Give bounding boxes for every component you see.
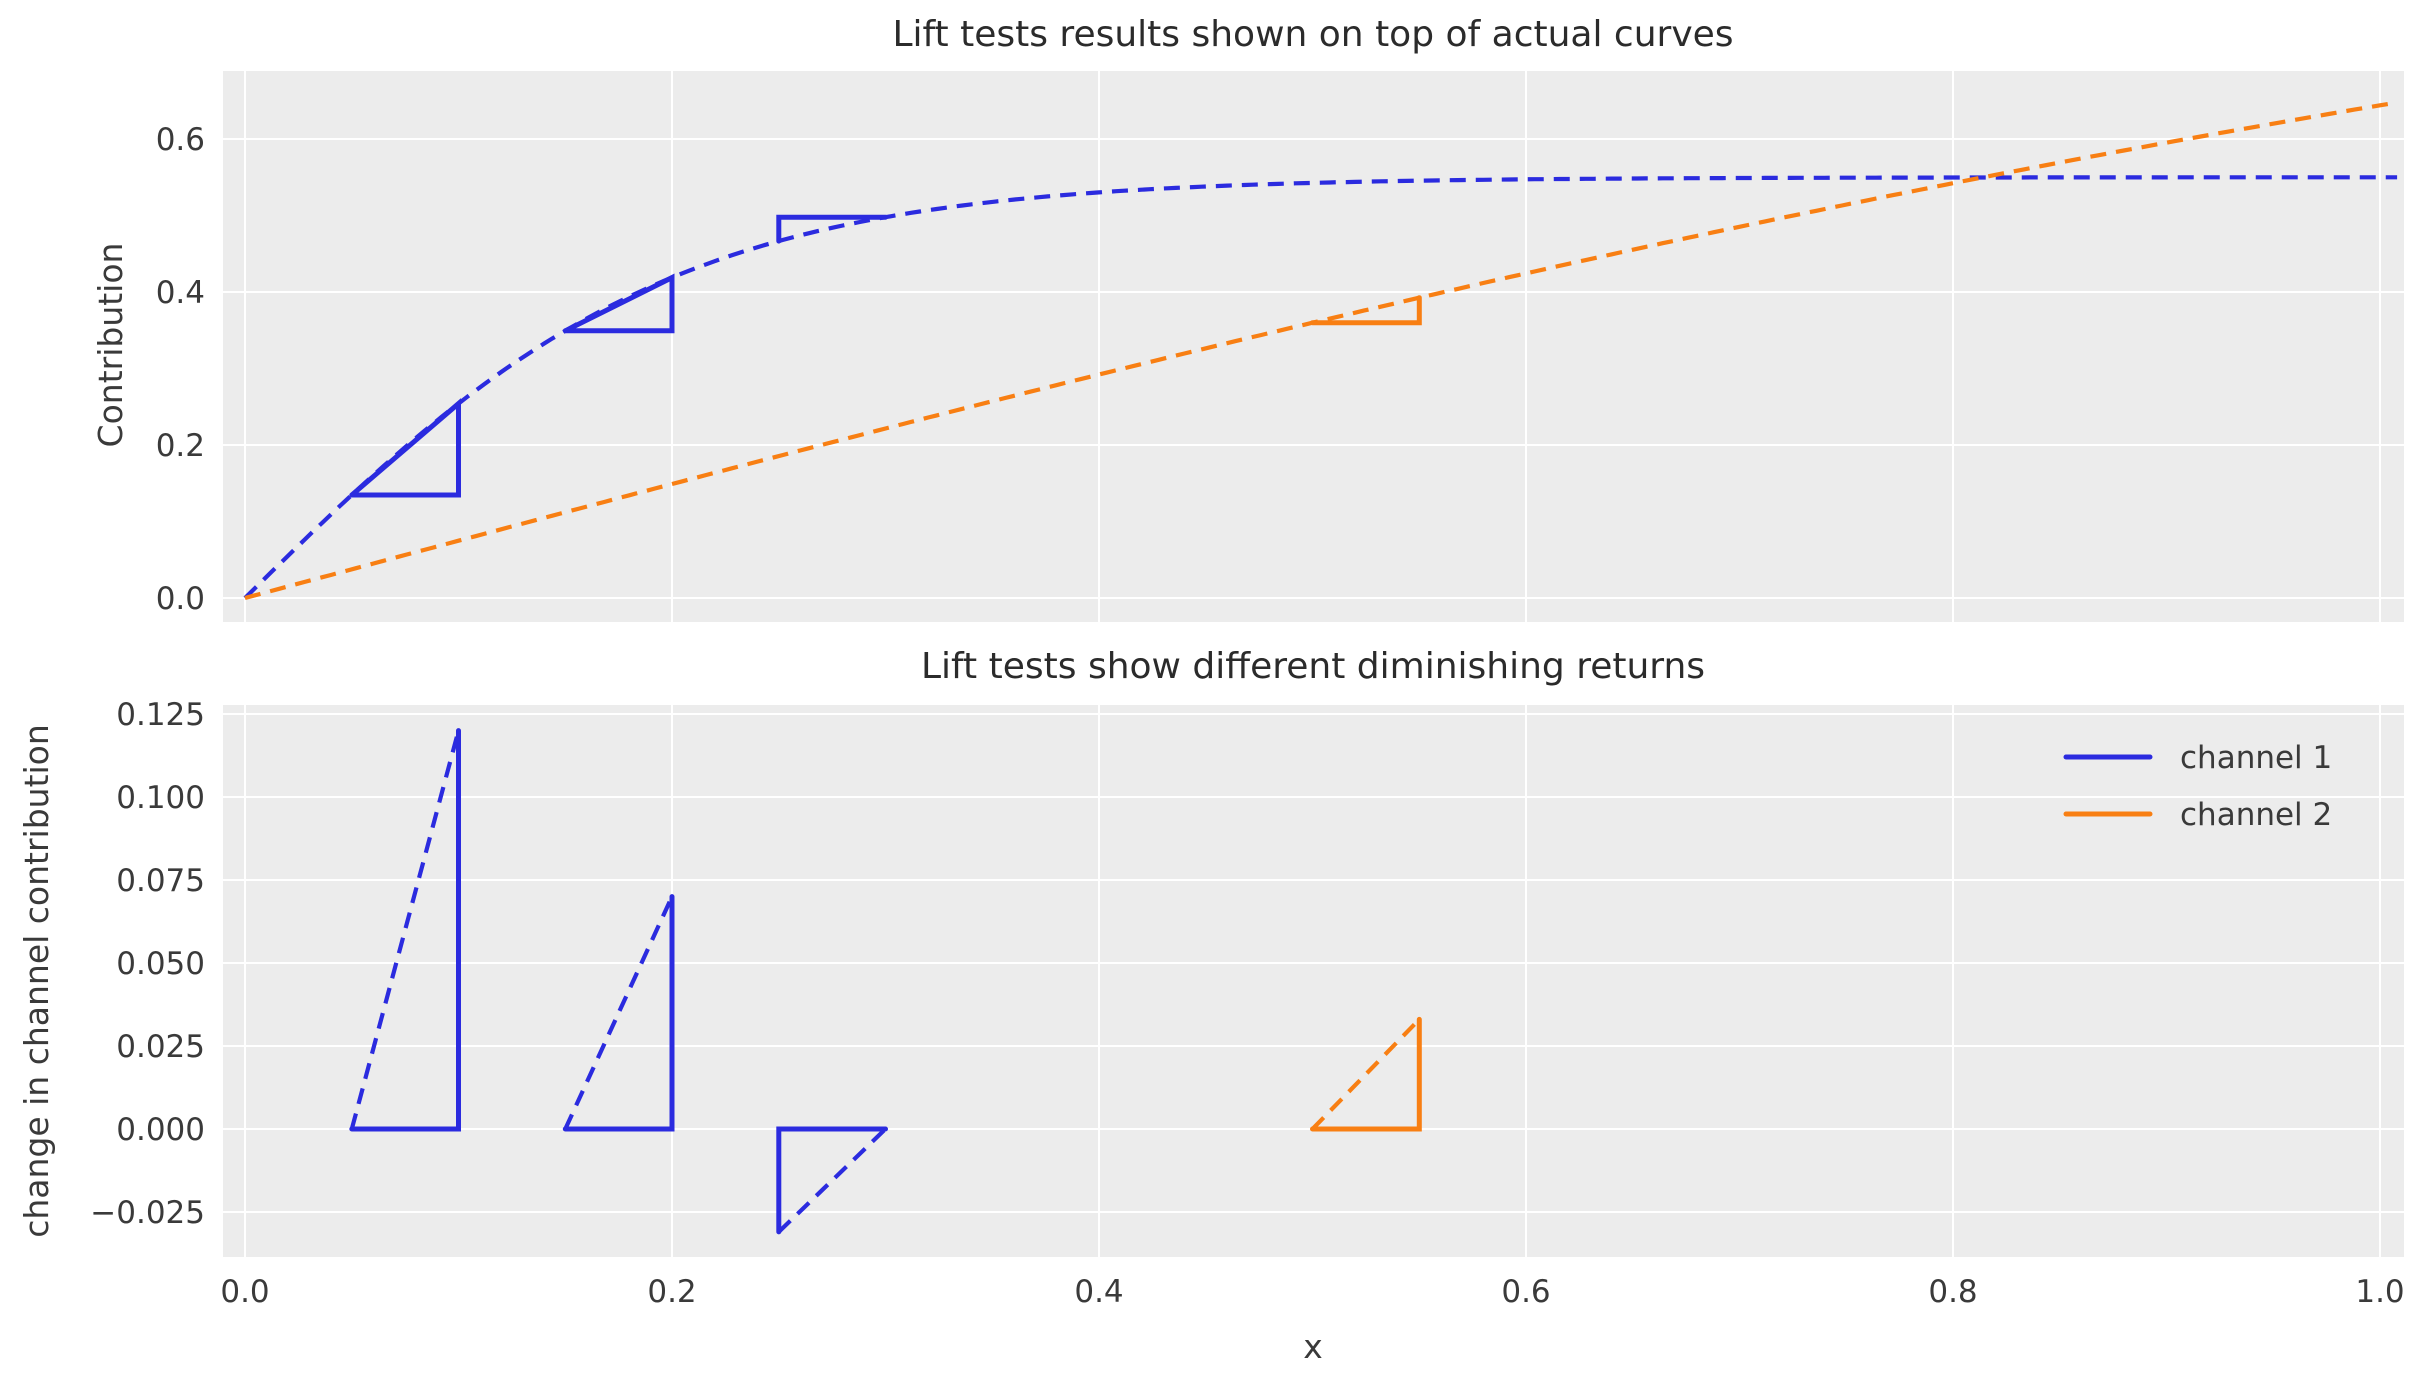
top-plot-title: Lift tests results shown on top of actua…	[892, 14, 1733, 55]
svg-text:0.000: 0.000	[116, 1112, 205, 1148]
bottom-axes-lift-tests	[349, 728, 1422, 1235]
legend: channel 1 channel 2	[2063, 740, 2332, 833]
bottom-axes-background	[223, 705, 2404, 1257]
svg-text:1.0: 1.0	[2355, 1274, 2404, 1310]
svg-text:0.100: 0.100	[116, 780, 205, 816]
svg-text:0.6: 0.6	[156, 122, 205, 158]
x-tick-labels: 0.0 0.2 0.4 0.6 0.8 1.0	[220, 1274, 2404, 1310]
bottom-lift-triangle-legs	[562, 894, 675, 1132]
legend-label: channel 1	[2180, 740, 2332, 776]
bottom-y-axis-label: change in channel contribution	[17, 724, 56, 1238]
channel-2-curve	[244, 100, 2398, 601]
top-axes-lift-tests	[349, 214, 1422, 498]
svg-text:0.125: 0.125	[116, 697, 205, 733]
top-lift-test-triangle	[562, 273, 675, 334]
top-axes-background	[223, 71, 2404, 622]
top-axes-grid	[223, 71, 2404, 622]
svg-text:0.4: 0.4	[156, 275, 205, 311]
top-lift-test-triangle	[1310, 295, 1422, 326]
svg-text:0.2: 0.2	[647, 1274, 696, 1310]
x-axis-label: x	[1303, 1327, 1323, 1366]
svg-text:0.8: 0.8	[1928, 1274, 1977, 1310]
top-lift-test-triangle	[349, 398, 461, 498]
bottom-lift-triangle-legs	[349, 728, 461, 1132]
svg-text:0.4: 0.4	[1074, 1274, 1123, 1310]
svg-text:0.6: 0.6	[1501, 1274, 1550, 1310]
svg-text:0.025: 0.025	[116, 1029, 205, 1065]
top-y-axis-label: Contribution	[91, 243, 130, 448]
top-lift-test-triangle	[776, 214, 888, 244]
svg-text:0.075: 0.075	[116, 863, 205, 899]
channel-1-curve	[243, 175, 2398, 600]
legend-entry: channel 1	[2063, 740, 2332, 776]
bottom-lift-triangle-legs	[776, 1126, 888, 1235]
bottom-plot-title: Lift tests show different diminishing re…	[921, 646, 1705, 687]
bottom-lift-triangle-legs	[1310, 1016, 1422, 1132]
svg-text:0.0: 0.0	[156, 581, 205, 617]
bottom-lift-triangle-hypotenuse	[563, 895, 674, 1130]
svg-text:0.2: 0.2	[156, 428, 205, 464]
svg-text:0.050: 0.050	[116, 946, 205, 982]
top-axes-curves	[243, 100, 2398, 601]
bottom-y-tick-labels: −0.025 0.000 0.025 0.050 0.075 0.100 0.125	[90, 697, 205, 1231]
legend-label: channel 2	[2180, 797, 2332, 833]
svg-text:0.0: 0.0	[220, 1274, 269, 1310]
legend-entry: channel 2	[2063, 797, 2332, 833]
bottom-lift-triangle-hypotenuse	[349, 730, 461, 1130]
svg-text:−0.025: −0.025	[90, 1195, 205, 1231]
top-y-tick-labels: 0.0 0.2 0.4 0.6	[156, 122, 205, 617]
